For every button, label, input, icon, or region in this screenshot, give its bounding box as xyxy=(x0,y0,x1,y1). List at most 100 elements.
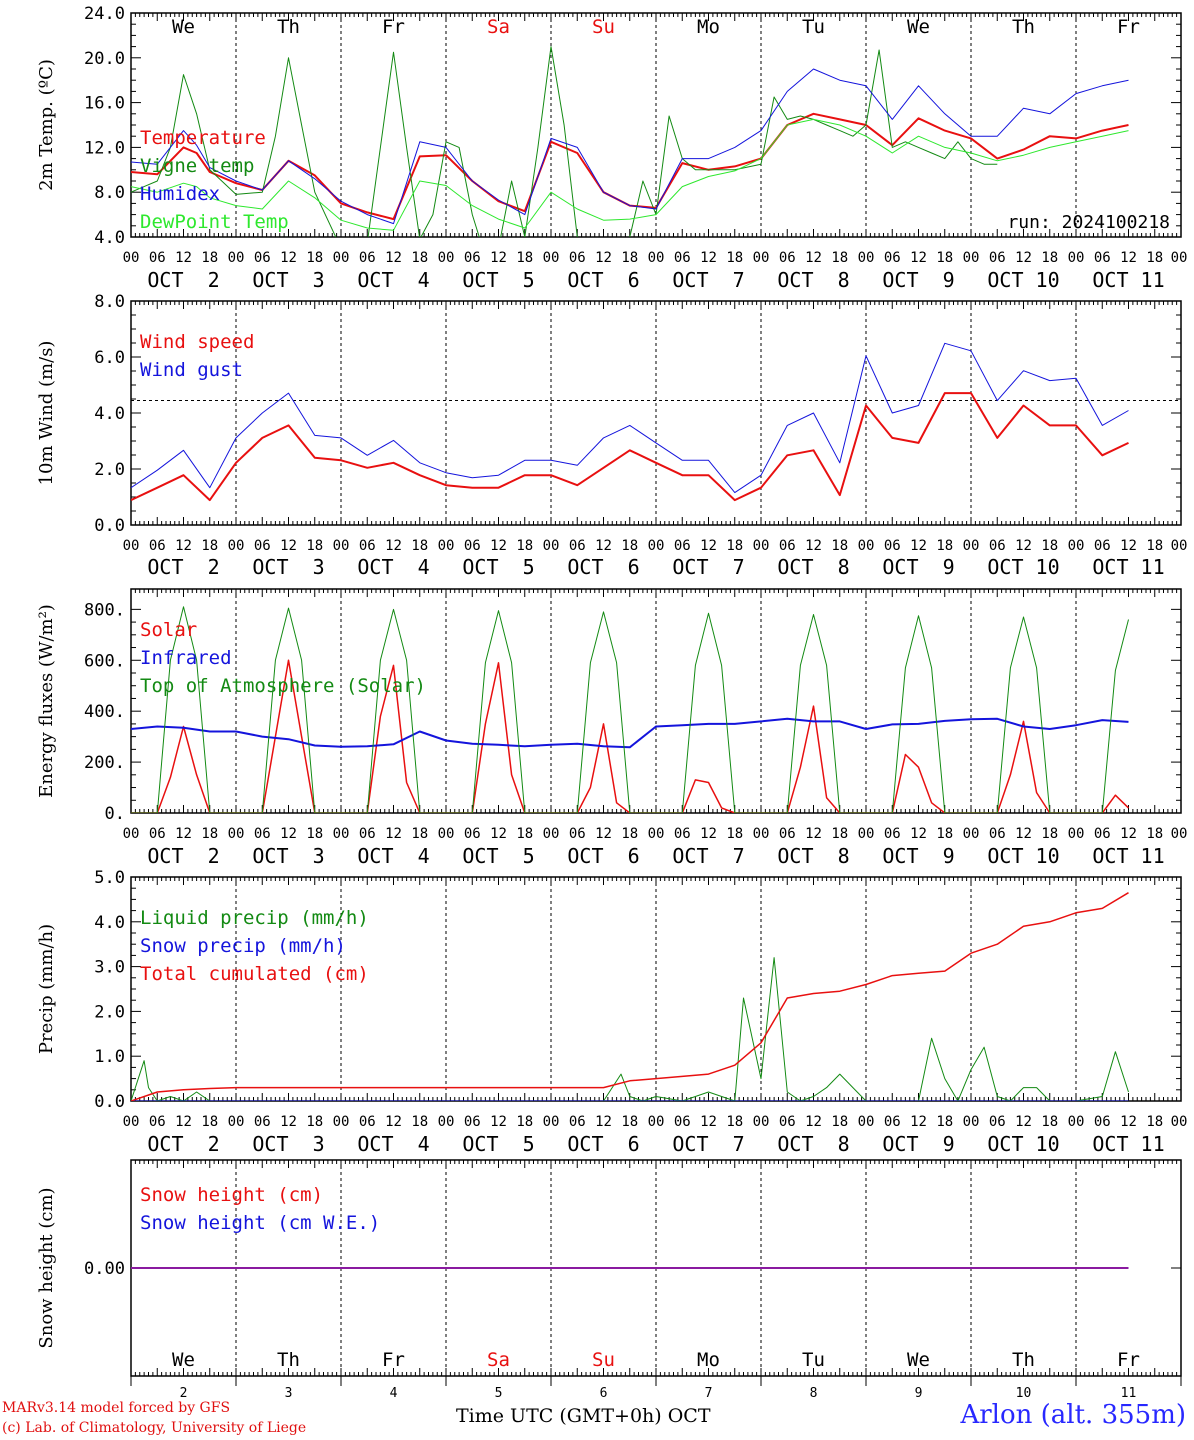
day-number: 6 xyxy=(600,1386,608,1401)
series-infrared xyxy=(131,717,1129,749)
hour-tick-label: 00 xyxy=(123,1114,140,1130)
date-label: OCT 8 xyxy=(777,268,849,292)
hour-tick-label: 06 xyxy=(569,250,586,266)
hour-tick-label: 12 xyxy=(1015,538,1032,554)
hour-tick-label: 12 xyxy=(385,826,402,842)
date-label: OCT 7 xyxy=(672,268,744,292)
weekday-label: We xyxy=(907,1349,930,1371)
panel-3: 0. 200. 400. 600. 800. Energy fluxes (W/m²) So… xyxy=(36,588,1188,868)
y-tick-label: 24.0 xyxy=(84,4,125,24)
hour-tick-label: 18 xyxy=(1041,826,1058,842)
date-label: OCT 2 xyxy=(147,844,219,868)
date-label: OCT 3 xyxy=(252,268,324,292)
weekday-label: Tu xyxy=(802,16,825,38)
hour-tick-label: 00 xyxy=(963,826,980,842)
hour-tick-label: 12 xyxy=(490,538,507,554)
hour-tick-label: 06 xyxy=(674,250,691,266)
date-label: OCT 4 xyxy=(357,555,429,579)
hour-tick-label: 18 xyxy=(306,538,323,554)
hour-tick-label: 18 xyxy=(621,1114,638,1130)
legend-entry: Snow precip (mm/h) xyxy=(140,935,346,957)
hour-tick-label: 12 xyxy=(805,538,822,554)
hour-tick-label: 00 xyxy=(1171,250,1188,266)
hour-tick-label: 00 xyxy=(543,1114,560,1130)
hour-tick-label: 18 xyxy=(201,826,218,842)
y-axis-title: 2m Temp. (ºC) xyxy=(36,59,57,191)
date-label: OCT 11 xyxy=(1092,1132,1164,1156)
hour-tick-label: 12 xyxy=(910,250,927,266)
hour-tick-label: 18 xyxy=(726,1114,743,1130)
weekday-label: Fr xyxy=(1117,1349,1140,1371)
series-solar xyxy=(131,659,1130,813)
hour-tick-label: 18 xyxy=(831,538,848,554)
y-tick-label: 20.0 xyxy=(84,49,125,69)
weekday-label: Mo xyxy=(697,16,720,38)
hour-tick-label: 18 xyxy=(516,538,533,554)
hour-tick-label: 12 xyxy=(490,1114,507,1130)
hour-tick-label: 12 xyxy=(595,250,612,266)
y-axis-title: Precip (mm/h) xyxy=(36,924,57,1054)
hour-tick-label: 00 xyxy=(1068,538,1085,554)
plot-frame xyxy=(130,300,1182,526)
hour-tick-label: 06 xyxy=(569,826,586,842)
y-tick-label: 8.0 xyxy=(94,183,125,203)
hour-tick-label: 00 xyxy=(1068,250,1085,266)
hour-tick-label: 18 xyxy=(1041,250,1058,266)
hour-tick-label: 00 xyxy=(1171,1114,1188,1130)
weekday-label: Th xyxy=(277,16,300,38)
y-tick-label: 12.0 xyxy=(84,138,125,158)
series-humidex xyxy=(131,68,1129,225)
hour-tick-label: 12 xyxy=(1120,538,1137,554)
hour-tick-label: 12 xyxy=(490,250,507,266)
y-tick-label: 1.0 xyxy=(94,1047,125,1067)
hour-tick-label: 00 xyxy=(438,826,455,842)
hour-tick-label: 18 xyxy=(1146,538,1163,554)
hour-tick-label: 12 xyxy=(805,250,822,266)
hour-tick-label: 18 xyxy=(516,1114,533,1130)
day-number: 3 xyxy=(285,1386,293,1401)
day-number: 8 xyxy=(810,1386,818,1401)
date-label: OCT 9 xyxy=(882,1132,954,1156)
date-label: OCT 6 xyxy=(567,555,639,579)
date-label: OCT 2 xyxy=(147,1132,219,1156)
hour-tick-label: 18 xyxy=(831,1114,848,1130)
hour-tick-label: 00 xyxy=(1171,538,1188,554)
hour-tick-label: 18 xyxy=(621,250,638,266)
hour-tick-label: 12 xyxy=(805,1114,822,1130)
date-label: OCT 7 xyxy=(672,555,744,579)
y-tick-label: 4.0 xyxy=(94,913,125,933)
hour-tick-label: 12 xyxy=(280,538,297,554)
hour-tick-label: 06 xyxy=(359,538,376,554)
date-label: OCT 4 xyxy=(357,844,429,868)
legend-entry: Solar xyxy=(140,619,197,641)
weekday-label: Fr xyxy=(382,16,405,38)
weekday-label: We xyxy=(907,16,930,38)
hour-tick-label: 18 xyxy=(831,250,848,266)
weekday-label: We xyxy=(172,16,195,38)
date-label: OCT 4 xyxy=(357,268,429,292)
hour-tick-label: 06 xyxy=(464,826,481,842)
hour-tick-label: 00 xyxy=(753,250,770,266)
hour-tick-label: 12 xyxy=(595,826,612,842)
y-tick-label: 16.0 xyxy=(84,94,125,114)
hour-tick-label: 06 xyxy=(989,250,1006,266)
date-label: OCT 11 xyxy=(1092,555,1164,579)
legend-entry: Vigne temp xyxy=(140,155,254,177)
hour-tick-label: 06 xyxy=(464,538,481,554)
hour-tick-label: 12 xyxy=(280,250,297,266)
hour-tick-label: 00 xyxy=(648,250,665,266)
y-tick-label: 400. xyxy=(84,702,125,722)
hour-tick-label: 00 xyxy=(858,826,875,842)
series-wind-speed xyxy=(131,392,1129,502)
hour-tick-label: 06 xyxy=(149,250,166,266)
hour-tick-label: 06 xyxy=(989,538,1006,554)
model-credit: MARv3.14 model forced by GFS xyxy=(2,1400,231,1416)
hour-tick-label: 00 xyxy=(1171,826,1188,842)
hour-tick-label: 06 xyxy=(464,1114,481,1130)
hour-tick-label: 00 xyxy=(858,1114,875,1130)
day-number: 10 xyxy=(1016,1386,1032,1401)
weekday-label: Mo xyxy=(697,1349,720,1371)
hour-tick-label: 06 xyxy=(149,1114,166,1130)
hour-tick-label: 06 xyxy=(569,538,586,554)
